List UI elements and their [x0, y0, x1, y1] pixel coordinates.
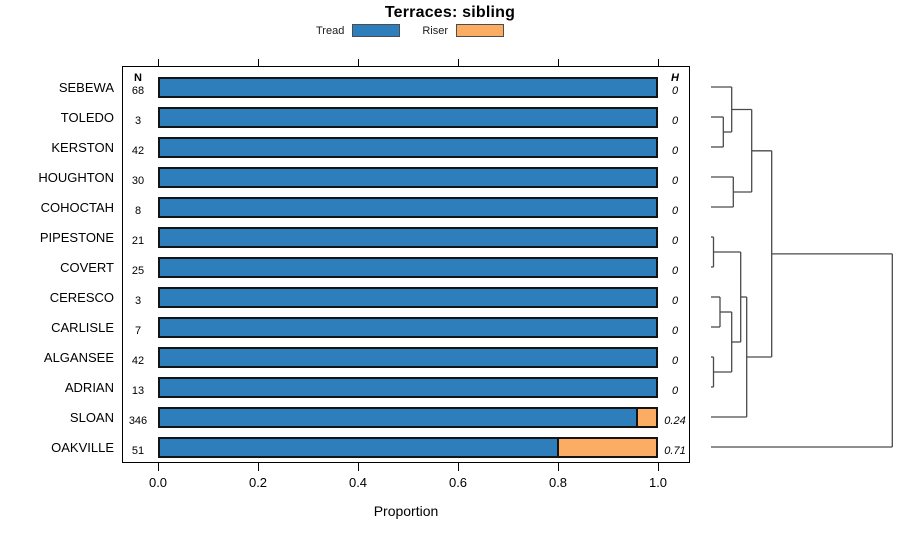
h-value: 0.71 — [664, 445, 686, 457]
x-tick-label: 0.0 — [148, 475, 168, 490]
legend-label-tread: Tread — [316, 24, 345, 37]
h-value: 0 — [671, 175, 679, 187]
bar-adrian — [158, 376, 658, 398]
row-label-kerston: KERSTON — [51, 139, 114, 155]
row-label-sloan: SLOAN — [69, 409, 114, 425]
row-label-carlisle: CARLISLE — [51, 319, 114, 335]
n-value: 13 — [131, 385, 145, 397]
n-value: 68 — [131, 85, 145, 97]
top-axis-tick — [658, 59, 659, 66]
top-axis-tick — [458, 59, 459, 66]
x-tick-label: 0.6 — [448, 475, 468, 490]
top-axis-tick — [258, 59, 259, 66]
legend-item-tread: Tread — [316, 24, 401, 37]
bar-algansee — [158, 346, 658, 368]
tread-segment — [160, 78, 656, 96]
bar-oakville — [158, 436, 658, 458]
h-value: 0 — [671, 295, 679, 307]
x-tick-label: 0.4 — [348, 475, 368, 490]
x-tick-label: 0.8 — [548, 475, 568, 490]
bar-toledo — [158, 106, 658, 128]
n-value: 30 — [131, 175, 145, 187]
h-value: 0 — [671, 235, 679, 247]
n-value: 8 — [134, 205, 142, 217]
legend-item-riser: Riser — [422, 24, 504, 37]
n-value: 346 — [128, 415, 148, 427]
n-value: 7 — [134, 325, 142, 337]
n-value: 51 — [131, 445, 145, 457]
riser-segment — [558, 438, 656, 456]
tread-segment — [160, 438, 559, 456]
row-label-covert: COVERT — [60, 259, 114, 275]
bar-carlisle — [158, 316, 658, 338]
row-label-houghton: HOUGHTON — [38, 169, 114, 185]
riser-swatch-icon — [456, 24, 504, 37]
row-label-algansee: ALGANSEE — [43, 349, 114, 365]
tread-segment — [160, 168, 656, 186]
bottom-axis-tick — [458, 463, 459, 471]
row-label-toledo: TOLEDO — [60, 109, 114, 125]
top-axis-tick — [358, 59, 359, 66]
row-label-cohoctah: COHOCTAH — [40, 199, 114, 215]
h-value: 0 — [671, 265, 679, 277]
riser-segment — [638, 408, 656, 426]
plot-box — [122, 66, 690, 463]
row-label-adrian: ADRIAN — [64, 379, 114, 395]
row-label-sebewa: SEBEWA — [58, 79, 114, 95]
bottom-axis-tick — [658, 463, 659, 471]
tread-segment — [160, 228, 656, 246]
tread-segment — [160, 198, 656, 216]
n-value: 25 — [131, 265, 145, 277]
h-value: 0 — [671, 145, 679, 157]
tread-segment — [160, 288, 656, 306]
n-column-header: N — [134, 72, 142, 84]
h-value: 0 — [671, 385, 679, 397]
n-value: 42 — [131, 355, 145, 367]
h-value: 0 — [671, 85, 679, 97]
bar-sloan — [158, 406, 658, 428]
bar-kerston — [158, 136, 658, 158]
row-label-oakville: OAKVILLE — [51, 439, 114, 455]
tread-swatch-icon — [352, 24, 401, 37]
bar-cohoctah — [158, 196, 658, 218]
x-axis-title: Proportion — [373, 503, 439, 519]
chart-title: Terraces: sibling — [384, 4, 516, 21]
tread-segment — [160, 348, 656, 366]
bottom-axis-tick — [158, 463, 159, 471]
tread-segment — [160, 378, 656, 396]
bar-sebewa — [158, 76, 658, 98]
row-label-ceresco: CERESCO — [49, 289, 114, 305]
x-tick-label: 1.0 — [648, 475, 668, 490]
legend-label-riser: Riser — [422, 24, 448, 37]
n-value: 3 — [134, 295, 142, 307]
row-label-pipestone: PIPESTONE — [39, 229, 114, 245]
bar-pipestone — [158, 226, 658, 248]
bar-ceresco — [158, 286, 658, 308]
h-value: 0 — [671, 205, 679, 217]
bottom-axis-tick — [558, 463, 559, 471]
h-column-header: H — [671, 72, 679, 84]
n-value: 3 — [134, 115, 142, 127]
n-value: 21 — [131, 235, 145, 247]
tread-segment — [160, 408, 639, 426]
h-value: 0 — [671, 355, 679, 367]
tread-segment — [160, 138, 656, 156]
h-value: 0 — [671, 325, 679, 337]
x-tick-label: 0.2 — [248, 475, 268, 490]
top-axis-tick — [558, 59, 559, 66]
top-axis-tick — [158, 59, 159, 66]
h-value: 0 — [671, 115, 679, 127]
tread-segment — [160, 318, 656, 336]
bottom-axis-tick — [358, 463, 359, 471]
tread-segment — [160, 258, 656, 276]
legend: Tread Riser — [316, 24, 504, 37]
bottom-axis-tick — [258, 463, 259, 471]
h-value: 0.24 — [664, 415, 686, 427]
n-value: 42 — [131, 145, 145, 157]
bar-covert — [158, 256, 658, 278]
tread-segment — [160, 108, 656, 126]
bar-houghton — [158, 166, 658, 188]
